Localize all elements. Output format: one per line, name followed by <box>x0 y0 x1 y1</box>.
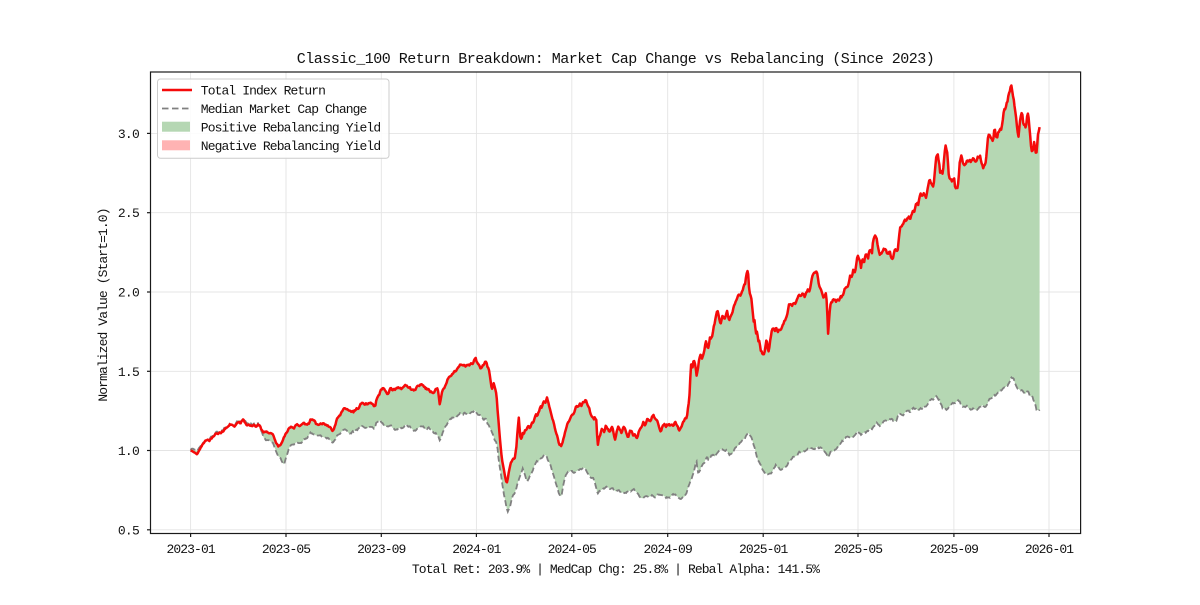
svg-text:Positive Rebalancing Yield: Positive Rebalancing Yield <box>201 121 381 136</box>
svg-text:1.0: 1.0 <box>118 444 139 459</box>
svg-text:2023-09: 2023-09 <box>357 542 405 557</box>
svg-text:3.0: 3.0 <box>118 127 139 142</box>
svg-text:1.5: 1.5 <box>118 365 139 380</box>
svg-text:2025-09: 2025-09 <box>930 542 978 557</box>
svg-text:2026-01: 2026-01 <box>1025 542 1074 557</box>
svg-text:Negative Rebalancing Yield: Negative Rebalancing Yield <box>201 139 381 154</box>
svg-text:2025-05: 2025-05 <box>834 542 882 557</box>
svg-text:Total Index Return: Total Index Return <box>201 84 325 99</box>
svg-text:Normalized Value (Start=1.0): Normalized Value (Start=1.0) <box>96 208 111 401</box>
svg-text:Total Ret: 203.9% | MedCap Chg: Total Ret: 203.9% | MedCap Chg: 25.8% | … <box>412 562 820 577</box>
svg-text:2024-05: 2024-05 <box>548 542 596 557</box>
svg-text:2024-01: 2024-01 <box>452 542 501 557</box>
svg-text:2023-01: 2023-01 <box>166 542 215 557</box>
svg-text:2023-05: 2023-05 <box>262 542 310 557</box>
svg-text:2025-01: 2025-01 <box>739 542 788 557</box>
svg-text:2.0: 2.0 <box>118 286 139 301</box>
svg-text:2.5: 2.5 <box>118 206 139 221</box>
svg-text:0.5: 0.5 <box>118 523 139 538</box>
svg-text:2024-09: 2024-09 <box>644 542 692 557</box>
svg-text:Classic_100 Return Breakdown:: Classic_100 Return Breakdown: Market Cap… <box>297 51 935 68</box>
svg-text:Median Market Cap Change: Median Market Cap Change <box>201 102 367 117</box>
